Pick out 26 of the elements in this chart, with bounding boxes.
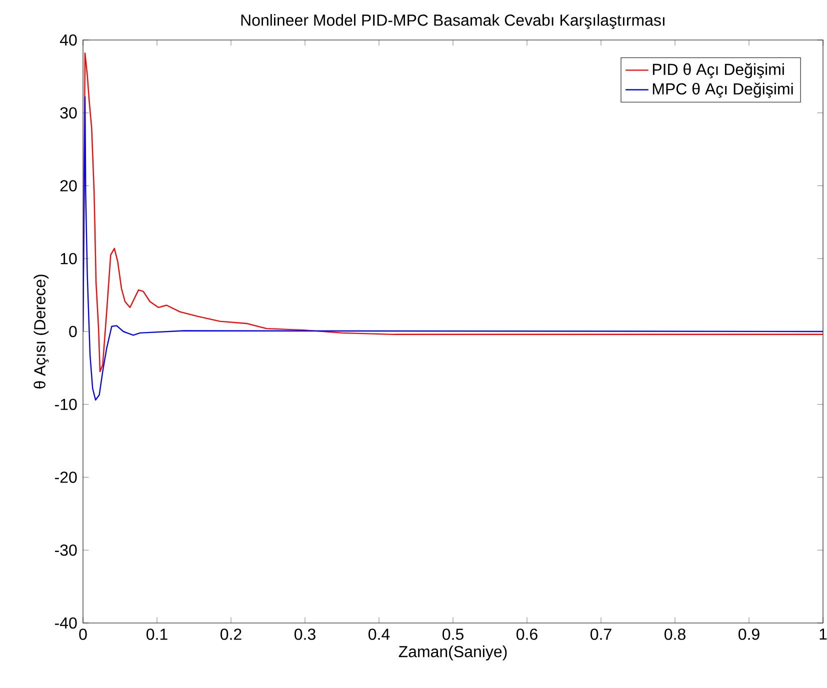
x-tick-label: 0: [79, 628, 87, 640]
y-tick-label: -20: [54, 472, 77, 483]
chart-title: Nonlineer Model PID-MPC Basamak Cevabı Karşılaştırması: [241, 14, 664, 30]
x-tick-label: 0.1: [146, 628, 168, 640]
y-tick-label: 10: [60, 252, 77, 264]
y-tick-label: -40: [54, 617, 77, 629]
y-tick-label: -30: [54, 544, 77, 556]
x-tick-label: 0.2: [220, 628, 242, 640]
x-tick-label: 1: [820, 628, 827, 640]
legend-label: PID θ Açı Değişimi: [652, 63, 784, 78]
x-tick-label: 0.6: [516, 628, 538, 640]
line-series: [83, 96, 824, 401]
x-tick-label: 0.8: [664, 628, 686, 640]
x-tick-label: 0.7: [590, 628, 612, 640]
legend-label: MPC θ Açı Değişimi: [652, 82, 793, 98]
x-tick-label: 0.9: [738, 628, 760, 640]
y-tick-label: -10: [54, 398, 77, 410]
x-tick-label: 0.4: [368, 628, 390, 640]
y-tick-label: 0: [69, 326, 77, 338]
y-tick-label: 40: [60, 34, 77, 46]
x-tick-label: 0.5: [442, 628, 464, 640]
y-tick-label: 30: [60, 107, 77, 119]
y-axis-title: θ Açısı (Derece): [34, 274, 49, 388]
x-axis-title: Zaman(Saniye): [398, 646, 507, 660]
x-tick-label: 0.3: [294, 628, 316, 640]
y-tick-label: 20: [60, 180, 77, 192]
